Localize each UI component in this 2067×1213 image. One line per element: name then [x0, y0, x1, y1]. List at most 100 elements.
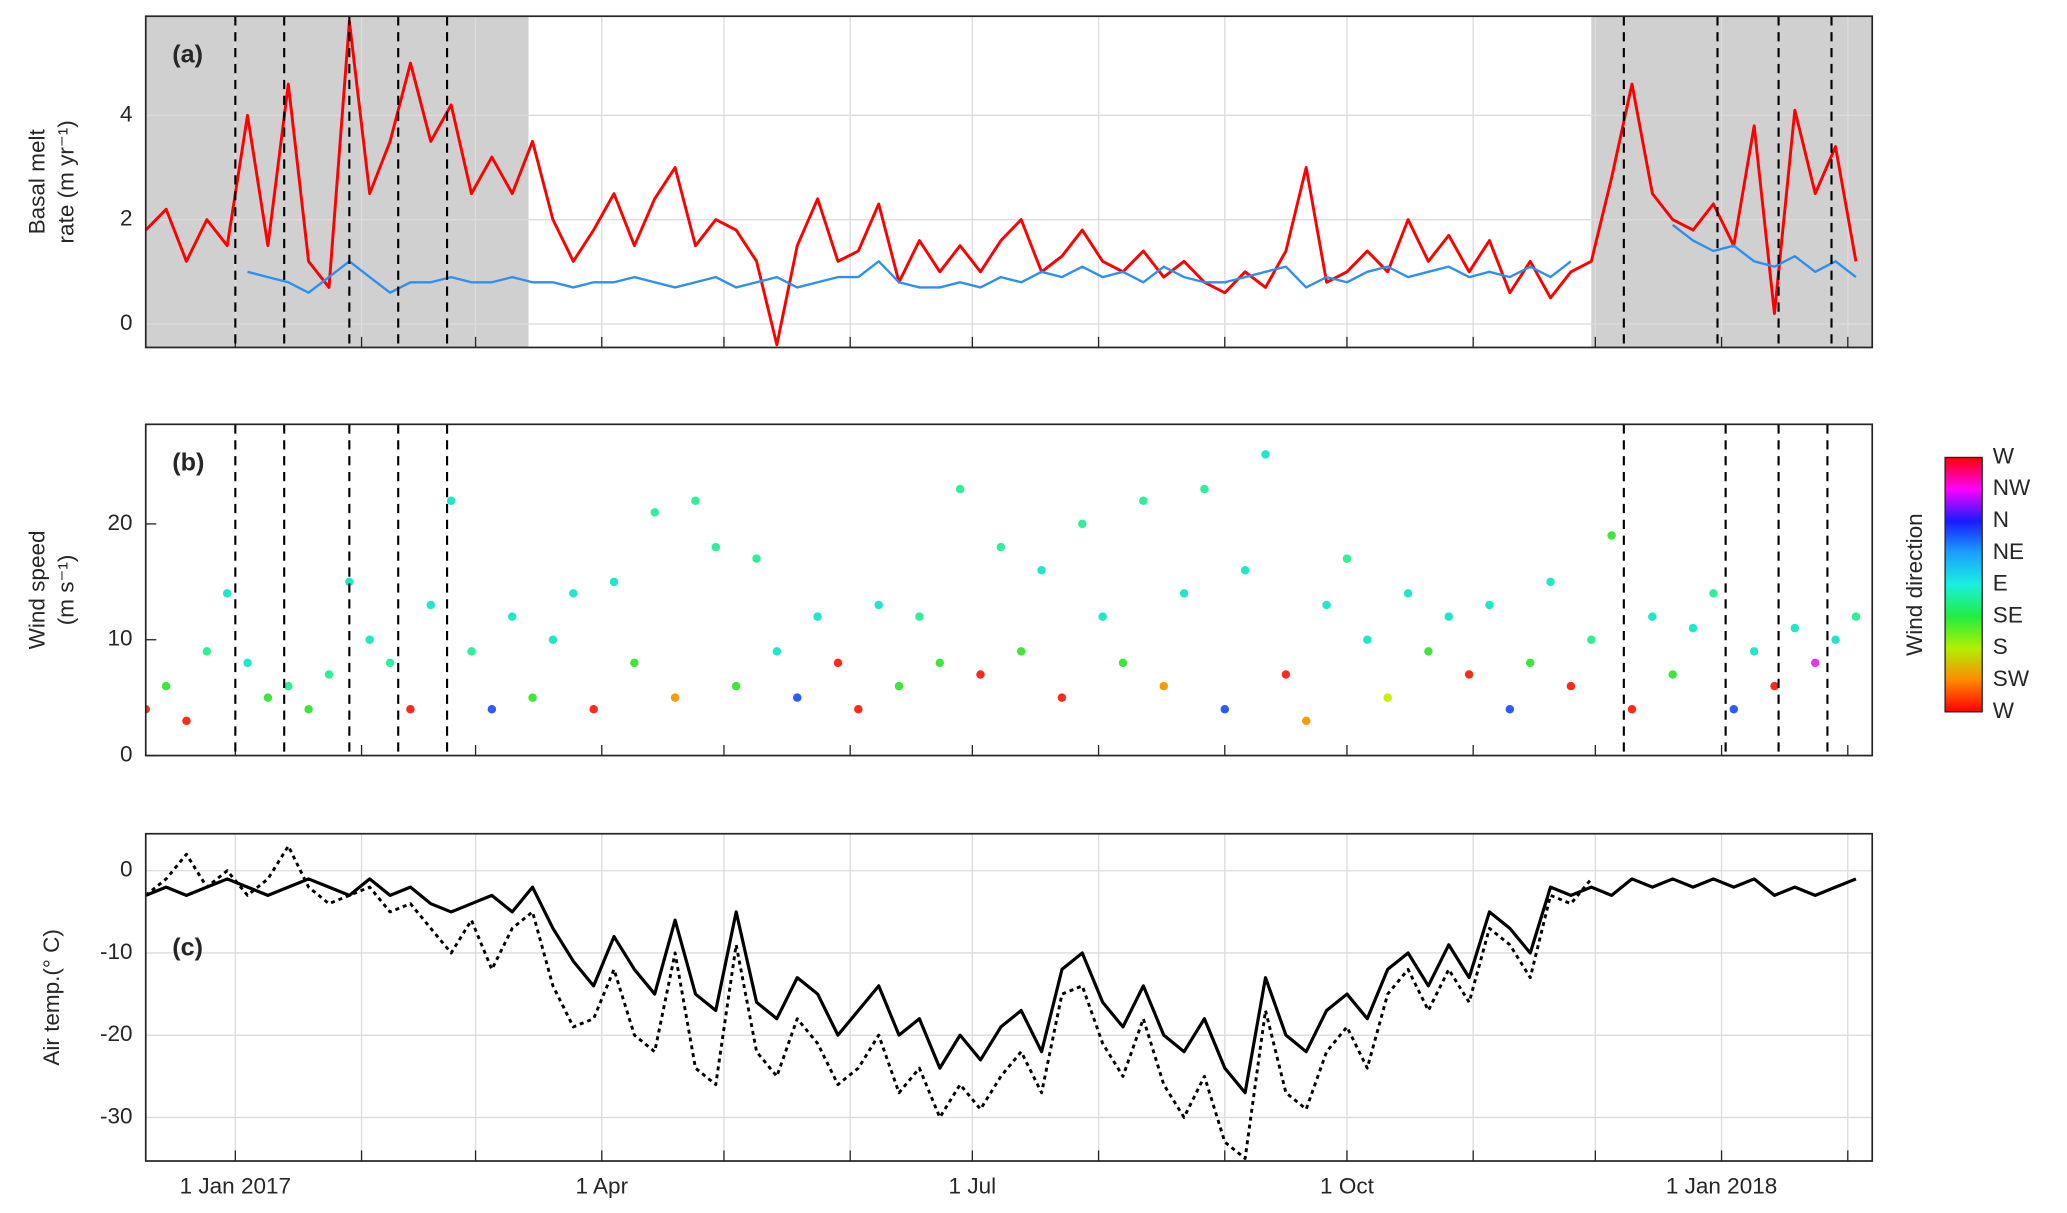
wind-point [467, 647, 476, 656]
wind-point [670, 693, 680, 702]
wind-point [324, 670, 334, 679]
data-line [145, 19, 1858, 347]
x-tick-label: 1 Oct [1320, 1173, 1375, 1198]
wind-point [161, 681, 171, 691]
wind-point [1770, 681, 1779, 691]
wind-point [1322, 600, 1331, 610]
wind-point [345, 577, 354, 587]
wind-point [976, 670, 985, 679]
wind-point [182, 716, 191, 726]
wind-point [1261, 450, 1270, 459]
data-line [145, 877, 1857, 1095]
y-tick-label: -30 [100, 1103, 133, 1128]
wind-point [996, 542, 1006, 552]
wind-point [731, 681, 741, 691]
colorbar-tick-label: NW [1993, 475, 2031, 500]
panel-2: 1 Jan 2017 1 Apr 1 Jul 1 Oct 1 Jan 2018 -30 -2… [39, 832, 1874, 1198]
axes-frame [144, 15, 1874, 349]
colorbar-label: Wind direction [1902, 513, 1927, 656]
y-tick-label: 0 [120, 310, 133, 335]
colorbar-tick-label: S [1993, 634, 2008, 659]
wind-point [833, 658, 843, 668]
wind-point [304, 704, 313, 714]
wind-point [222, 589, 232, 598]
x-tick-label: 1 Jan 2018 [1666, 1173, 1777, 1198]
wind-point [1607, 531, 1616, 540]
wind-point [1200, 484, 1209, 494]
panel-label: (a) [172, 41, 203, 69]
wind-point [1078, 519, 1087, 529]
wind-point [1220, 704, 1230, 714]
axes-frame [144, 423, 1874, 757]
wind-point [1648, 612, 1657, 621]
wind-point [1749, 647, 1759, 656]
x-tick-label: 1 Apr [576, 1173, 629, 1198]
panel-0: 0 2 4 (a) Basal melt rate (m yr⁻¹) [24, 15, 1874, 349]
colorbar-tick-label: W [1993, 443, 2015, 468]
wind-point [406, 704, 415, 714]
wind-point [955, 484, 965, 494]
wind-point [711, 542, 721, 552]
wind-point [1566, 681, 1576, 691]
y-axis-label: (m s⁻¹) [54, 555, 79, 626]
panel-label: (b) [172, 449, 204, 477]
y-tick-label: 20 [107, 510, 132, 535]
wind-point [752, 554, 761, 563]
colorbar-tick-label: SW [1993, 666, 2030, 691]
wind-point [1301, 716, 1311, 726]
wind-point [874, 600, 883, 610]
wind-point [1627, 704, 1637, 714]
wind-point [145, 704, 150, 714]
wind-point [630, 658, 639, 668]
colorbar-tick-label: W [1993, 698, 2015, 723]
wind-point [1139, 496, 1148, 505]
wind-point [1363, 635, 1372, 644]
colorbar-tick-label: E [1993, 571, 2008, 596]
wind-point [507, 612, 517, 621]
wind-point [1688, 623, 1698, 633]
wind-point [1831, 635, 1840, 644]
wind-point [1485, 600, 1494, 610]
y-axis-label: Basal melt [24, 129, 49, 235]
wind-point [650, 508, 659, 517]
wind-point [1464, 670, 1474, 679]
y-tick-label: -20 [100, 1021, 133, 1046]
wind-point [1403, 589, 1413, 598]
wind-point [1729, 704, 1739, 714]
y-tick-label: 4 [120, 101, 133, 126]
wind-point [202, 647, 212, 656]
y-tick-label: 2 [120, 206, 133, 231]
data-line [247, 223, 1857, 294]
wind-point [1790, 623, 1800, 633]
plot-area [145, 19, 1858, 347]
wind-point [1709, 589, 1718, 598]
y-tick-label: -10 [100, 939, 133, 964]
plot-area [145, 450, 1861, 726]
wind-point [385, 658, 395, 668]
wind-point [772, 647, 782, 656]
wind-point [1098, 612, 1107, 621]
plot-area [145, 844, 1857, 1160]
y-axis-label: rate (m yr⁻¹) [54, 120, 79, 243]
y-axis-label: Air temp.(° C) [39, 929, 64, 1066]
wind-point [1016, 647, 1026, 656]
x-tick-label: 1 Jul [949, 1173, 997, 1198]
wind-point [1587, 635, 1596, 644]
wind-point [426, 600, 436, 610]
wind-point [365, 635, 374, 644]
colorbar [1944, 456, 1983, 713]
wind-point [1159, 681, 1168, 691]
colorbar-tick-label: SE [1993, 602, 2023, 627]
wind-point [1668, 670, 1677, 679]
wind-point [487, 704, 497, 714]
wind-point [894, 681, 904, 691]
wind-point [1525, 658, 1535, 668]
wind-point [1444, 612, 1453, 621]
wind-point [1118, 658, 1128, 668]
wind-point [1057, 693, 1067, 702]
wind-point [1240, 566, 1250, 575]
wind-point [528, 693, 537, 702]
